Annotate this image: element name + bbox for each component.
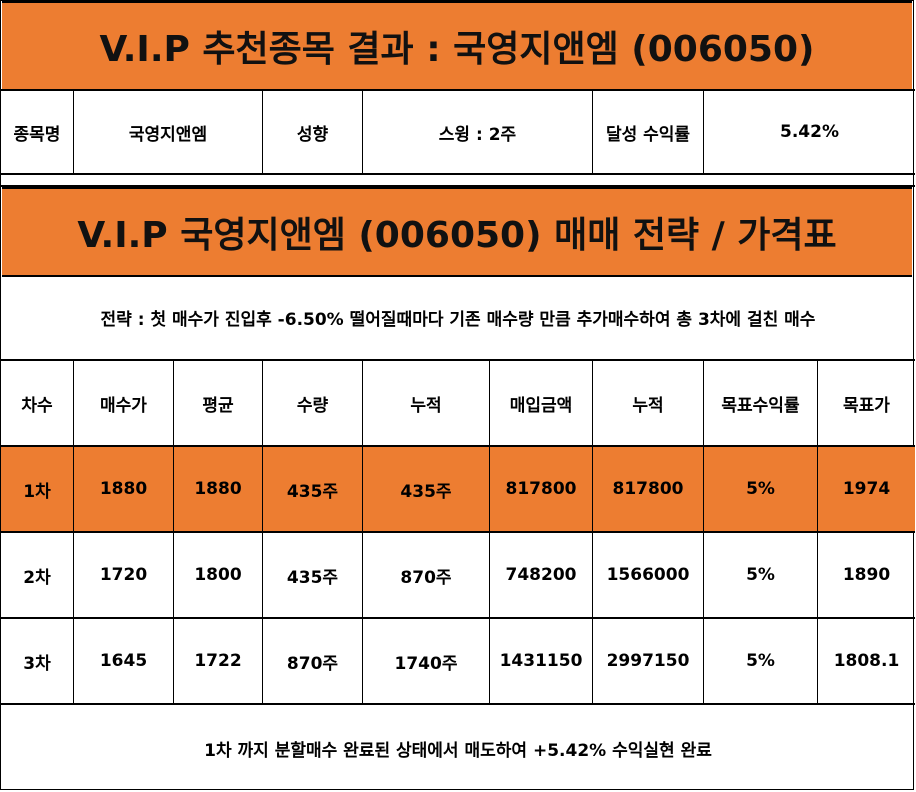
section-divider: [1, 175, 915, 187]
table-cell: 1808.1: [833, 651, 900, 671]
table-cell: 5%: [704, 447, 818, 531]
table-cell: 1974: [842, 479, 891, 499]
table-cell: 1800: [174, 533, 263, 617]
table-cell: 870주: [263, 619, 363, 703]
table-cell: 1431150: [490, 619, 593, 703]
table-cell: 3차: [1, 619, 74, 703]
table-cell: 1720: [74, 533, 174, 617]
table-cell: 1566000: [593, 533, 704, 617]
table-cell: 435주: [263, 533, 363, 617]
table-cell: 435주: [263, 447, 363, 531]
table-cell: 1880: [174, 447, 263, 531]
stock-name-value: 국영지앤엠: [74, 91, 263, 173]
table-cell: 817800: [490, 447, 593, 531]
table-cell: 1722: [174, 619, 263, 703]
page-title: V.I.P 추천종목 결과 : 국영지앤엠 (006050): [2, 1, 912, 91]
table-cell: 1645: [74, 619, 174, 703]
result-summary: 1차 까지 분할매수 완료된 상태에서 매도하여 +5.42% 수익실현 완료: [204, 740, 712, 761]
col-header-purchase-amount: 매입금액: [490, 361, 593, 445]
strategy-title: V.I.P 국영지앤엠 (006050) 매매 전략 / 가격표: [2, 187, 912, 277]
table-cell: 870주: [363, 533, 490, 617]
table-cell: 2차: [1, 533, 74, 617]
table-cell: 5%: [704, 619, 818, 703]
col-header-quantity: 수량: [263, 361, 363, 445]
table-header-row: 차수 매수가 평균 수량 누적 매입금액 누적 목표수익률 목표가: [1, 361, 915, 447]
stock-info-row: 종목명 국영지앤엠 성향 스윙 : 2주 달성 수익률 5.42%: [1, 89, 915, 175]
col-header-cumulative-qty: 누적: [363, 361, 490, 445]
table-cell: 748200: [490, 533, 593, 617]
table-row: 2차 1720 1800 435주 870주 748200 1566000 5%…: [1, 533, 915, 619]
strategy-text: 전략 : 첫 매수가 진입후 -6.50% 떨어질때마다 기존 매수량 만큼 추…: [1, 275, 915, 361]
table-row: 3차 1645 1722 870주 1740주 1431150 2997150 …: [1, 619, 915, 705]
table-cell: 1890: [842, 565, 891, 585]
col-header-target-return: 목표수익률: [704, 361, 818, 445]
table-cell: 5%: [704, 533, 818, 617]
col-header-target-price: 목표가: [843, 395, 890, 416]
stock-name-label: 종목명: [1, 91, 74, 173]
table-cell: 1880: [74, 447, 174, 531]
table-cell: 1차: [1, 447, 74, 531]
return-label: 달성 수익률: [593, 91, 704, 173]
col-header-cumulative-amount: 누적: [593, 361, 704, 445]
table-cell: 435주: [363, 447, 490, 531]
table-cell: 1740주: [363, 619, 490, 703]
table-row: 1차 1880 1880 435주 435주 817800 817800 5% …: [1, 447, 915, 533]
trade-type-label: 성향: [263, 91, 363, 173]
col-header-round: 차수: [1, 361, 74, 445]
return-value: 5.42%: [780, 122, 839, 142]
col-header-buy-price: 매수가: [74, 361, 174, 445]
table-cell: 817800: [593, 447, 704, 531]
trade-type-value: 스윙 : 2주: [363, 91, 593, 173]
table-cell: 2997150: [593, 619, 704, 703]
col-header-average: 평균: [174, 361, 263, 445]
